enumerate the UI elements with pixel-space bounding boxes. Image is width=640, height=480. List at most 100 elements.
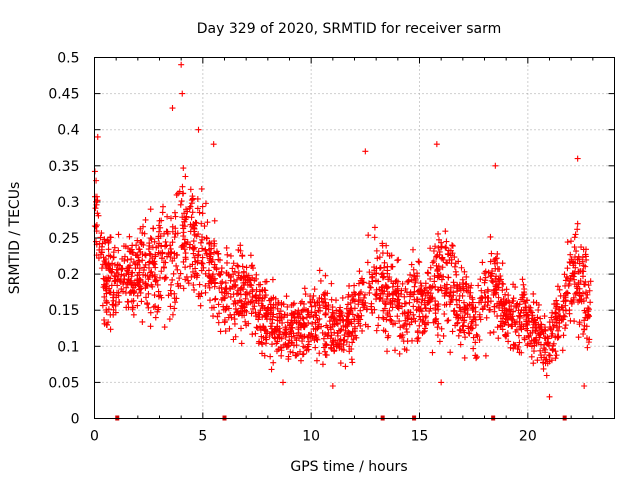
data-point — [434, 332, 441, 339]
data-point — [356, 290, 363, 297]
data-point — [187, 186, 194, 193]
data-point — [580, 262, 587, 269]
data-point — [107, 234, 114, 241]
data-point — [457, 304, 464, 311]
data-point — [108, 282, 115, 289]
data-point — [448, 288, 455, 295]
data-point — [530, 290, 537, 297]
data-point — [361, 302, 368, 309]
data-point — [396, 333, 403, 340]
data-point — [477, 276, 484, 283]
data-point — [487, 273, 494, 280]
data-point — [199, 245, 206, 252]
data-point — [568, 238, 575, 245]
data-point — [257, 294, 264, 301]
data-point — [350, 336, 357, 343]
data-point — [575, 268, 582, 275]
data-point — [341, 332, 348, 339]
data-point — [587, 299, 594, 306]
data-point — [402, 285, 409, 292]
data-point — [461, 314, 468, 321]
data-point — [304, 343, 311, 350]
data-point — [313, 357, 320, 364]
data-point — [269, 331, 276, 338]
data-point — [422, 292, 429, 299]
data-point — [178, 61, 185, 68]
data-point — [210, 271, 217, 278]
data-point — [199, 203, 206, 210]
data-point — [101, 293, 108, 300]
data-point — [387, 301, 394, 308]
data-point — [526, 334, 533, 341]
data-point — [487, 258, 494, 265]
data-point — [211, 217, 218, 224]
data-point — [483, 314, 490, 321]
data-point — [199, 260, 206, 267]
data-point — [243, 264, 250, 271]
data-point — [101, 236, 108, 243]
data-point — [472, 322, 479, 329]
data-point — [115, 231, 122, 238]
data-point — [93, 198, 100, 205]
data-point — [586, 287, 593, 294]
data-point — [164, 253, 171, 260]
data-point — [135, 246, 142, 253]
data-point — [214, 313, 221, 320]
data-point — [270, 311, 277, 318]
data-point — [243, 322, 250, 329]
data-point — [293, 342, 300, 349]
data-point — [351, 289, 358, 296]
data-point — [261, 294, 268, 301]
data-point — [105, 246, 112, 253]
data-point — [349, 359, 356, 366]
data-point — [521, 334, 528, 341]
data-point — [452, 322, 459, 329]
data-point — [401, 293, 408, 300]
data-point — [269, 341, 276, 348]
data-point — [339, 317, 346, 324]
data-point — [553, 324, 560, 331]
data-point — [435, 320, 442, 327]
data-point — [105, 306, 112, 313]
data-point — [580, 331, 587, 337]
data-point — [406, 321, 413, 328]
data-point — [371, 234, 378, 241]
data-point — [301, 321, 308, 328]
data-point — [139, 229, 146, 236]
data-point — [187, 221, 194, 228]
data-point — [196, 281, 203, 288]
data-point — [171, 234, 178, 241]
data-point — [289, 349, 296, 356]
data-point — [414, 288, 421, 295]
data-point — [550, 340, 557, 347]
data-point — [582, 251, 589, 258]
data-point — [178, 198, 185, 205]
data-point — [105, 239, 112, 246]
data-point — [269, 276, 276, 283]
data-point — [482, 299, 489, 306]
grid — [94, 57, 615, 419]
data-point — [128, 273, 135, 280]
data-point — [380, 316, 387, 323]
data-point — [182, 254, 189, 261]
data-point — [139, 279, 146, 286]
data-point — [98, 230, 105, 237]
data-point — [224, 259, 231, 266]
data-point — [311, 337, 318, 344]
data-point — [454, 319, 461, 326]
data-point — [482, 352, 489, 359]
data-point — [256, 338, 263, 345]
data-point — [312, 302, 319, 309]
data-point — [503, 297, 510, 304]
data-point — [316, 315, 323, 322]
data-point — [293, 337, 300, 344]
data-point — [192, 265, 199, 272]
data-point — [494, 259, 501, 266]
data-point — [393, 277, 400, 284]
data-point — [513, 301, 520, 308]
data-point — [198, 259, 205, 266]
data-point — [190, 224, 197, 231]
data-point — [311, 309, 318, 316]
data-point — [199, 254, 206, 261]
data-point — [319, 329, 326, 336]
